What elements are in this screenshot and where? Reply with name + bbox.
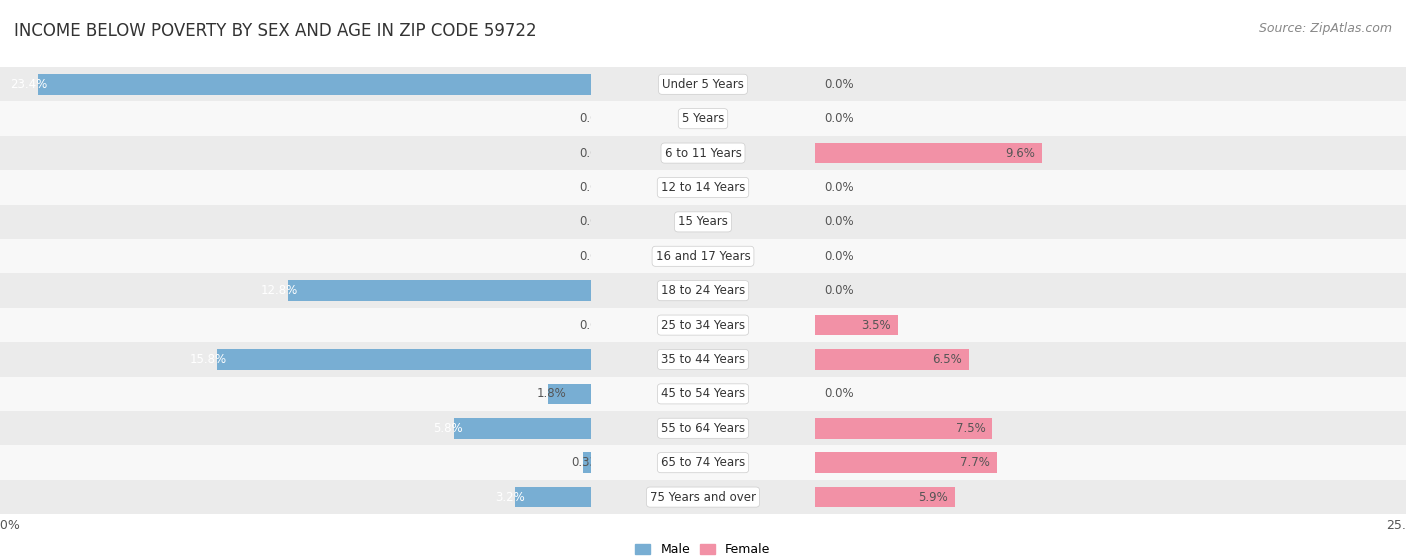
Text: 23.4%: 23.4% bbox=[10, 78, 48, 91]
Text: 0.0%: 0.0% bbox=[579, 112, 609, 125]
Bar bbox=[0, 136, 591, 170]
Text: 0.0%: 0.0% bbox=[579, 181, 609, 194]
Text: 15.8%: 15.8% bbox=[190, 353, 226, 366]
Text: 16 and 17 Years: 16 and 17 Years bbox=[655, 250, 751, 263]
Text: INCOME BELOW POVERTY BY SEX AND AGE IN ZIP CODE 59722: INCOME BELOW POVERTY BY SEX AND AGE IN Z… bbox=[14, 22, 537, 40]
Bar bbox=[0, 480, 591, 514]
Bar bbox=[591, 308, 815, 342]
Bar bbox=[0, 308, 591, 342]
Text: 15 Years: 15 Years bbox=[678, 215, 728, 229]
Bar bbox=[0, 170, 591, 205]
Text: 75 Years and over: 75 Years and over bbox=[650, 491, 756, 504]
Text: 6 to 11 Years: 6 to 11 Years bbox=[665, 146, 741, 159]
Text: 12.8%: 12.8% bbox=[260, 284, 298, 297]
Text: 0.0%: 0.0% bbox=[579, 215, 609, 229]
Text: 5 Years: 5 Years bbox=[682, 112, 724, 125]
Bar bbox=[591, 239, 815, 273]
Bar bbox=[288, 281, 591, 301]
Bar bbox=[591, 67, 815, 102]
Bar bbox=[583, 452, 591, 473]
Text: 0.0%: 0.0% bbox=[579, 146, 609, 159]
Text: Source: ZipAtlas.com: Source: ZipAtlas.com bbox=[1258, 22, 1392, 35]
Bar bbox=[515, 487, 591, 508]
Bar bbox=[591, 205, 815, 239]
Text: 0.0%: 0.0% bbox=[825, 284, 855, 297]
Bar bbox=[591, 411, 815, 446]
Text: 65 to 74 Years: 65 to 74 Years bbox=[661, 456, 745, 469]
Text: 6.5%: 6.5% bbox=[932, 353, 962, 366]
Text: 5.8%: 5.8% bbox=[433, 422, 463, 435]
Text: 1.8%: 1.8% bbox=[537, 387, 567, 400]
Bar bbox=[815, 239, 1406, 273]
Text: 18 to 24 Years: 18 to 24 Years bbox=[661, 284, 745, 297]
Bar bbox=[815, 170, 1406, 205]
Bar bbox=[591, 136, 815, 170]
Bar bbox=[815, 452, 997, 473]
Bar bbox=[0, 102, 591, 136]
Bar bbox=[815, 205, 1406, 239]
Text: 0.0%: 0.0% bbox=[579, 250, 609, 263]
Bar bbox=[815, 480, 1406, 514]
Bar bbox=[591, 480, 815, 514]
Bar bbox=[38, 74, 591, 94]
Text: 0.0%: 0.0% bbox=[579, 319, 609, 331]
Text: 0.0%: 0.0% bbox=[825, 250, 855, 263]
Text: 0.0%: 0.0% bbox=[825, 181, 855, 194]
Bar bbox=[815, 143, 1042, 163]
Bar bbox=[0, 67, 591, 102]
Legend: Male, Female: Male, Female bbox=[630, 538, 776, 559]
Text: 0.33%: 0.33% bbox=[571, 456, 609, 469]
Bar bbox=[591, 170, 815, 205]
Text: 55 to 64 Years: 55 to 64 Years bbox=[661, 422, 745, 435]
Bar bbox=[548, 383, 591, 404]
Bar bbox=[815, 102, 1406, 136]
Text: 0.0%: 0.0% bbox=[825, 215, 855, 229]
Bar bbox=[591, 377, 815, 411]
Text: 3.2%: 3.2% bbox=[495, 491, 524, 504]
Bar bbox=[0, 205, 591, 239]
Text: 7.5%: 7.5% bbox=[956, 422, 986, 435]
Text: 5.9%: 5.9% bbox=[918, 491, 948, 504]
Bar bbox=[815, 418, 993, 439]
Bar bbox=[0, 446, 591, 480]
Bar bbox=[815, 308, 1406, 342]
Bar bbox=[0, 273, 591, 308]
Bar bbox=[815, 377, 1406, 411]
Bar bbox=[591, 102, 815, 136]
Text: 3.5%: 3.5% bbox=[862, 319, 891, 331]
Bar bbox=[454, 418, 591, 439]
Text: 9.6%: 9.6% bbox=[1005, 146, 1035, 159]
Bar bbox=[815, 342, 1406, 377]
Bar bbox=[591, 342, 815, 377]
Bar bbox=[218, 349, 591, 370]
Bar bbox=[0, 342, 591, 377]
Bar bbox=[815, 273, 1406, 308]
Text: 0.0%: 0.0% bbox=[825, 78, 855, 91]
Bar bbox=[815, 487, 955, 508]
Bar bbox=[0, 239, 591, 273]
Bar bbox=[815, 315, 898, 335]
Text: 45 to 54 Years: 45 to 54 Years bbox=[661, 387, 745, 400]
Bar bbox=[815, 411, 1406, 446]
Bar bbox=[815, 67, 1406, 102]
Bar bbox=[0, 411, 591, 446]
Bar bbox=[591, 273, 815, 308]
Text: 35 to 44 Years: 35 to 44 Years bbox=[661, 353, 745, 366]
Bar bbox=[591, 446, 815, 480]
Text: 12 to 14 Years: 12 to 14 Years bbox=[661, 181, 745, 194]
Bar bbox=[0, 377, 591, 411]
Text: 0.0%: 0.0% bbox=[825, 112, 855, 125]
Text: Under 5 Years: Under 5 Years bbox=[662, 78, 744, 91]
Text: 25 to 34 Years: 25 to 34 Years bbox=[661, 319, 745, 331]
Text: 0.0%: 0.0% bbox=[825, 387, 855, 400]
Bar bbox=[815, 446, 1406, 480]
Bar bbox=[815, 136, 1406, 170]
Text: 7.7%: 7.7% bbox=[960, 456, 990, 469]
Bar bbox=[815, 349, 969, 370]
